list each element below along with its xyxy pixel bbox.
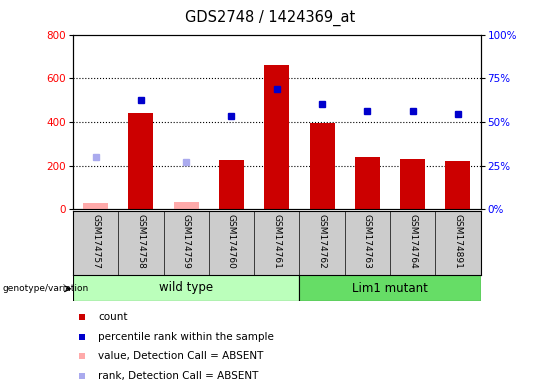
Text: rank, Detection Call = ABSENT: rank, Detection Call = ABSENT — [98, 371, 259, 381]
Bar — [129, 113, 153, 209]
Bar — [446, 161, 470, 209]
Text: Lim1 mutant: Lim1 mutant — [352, 281, 428, 295]
Text: value, Detection Call = ABSENT: value, Detection Call = ABSENT — [98, 351, 264, 361]
Text: GDS2748 / 1424369_at: GDS2748 / 1424369_at — [185, 10, 355, 26]
Text: GSM174760: GSM174760 — [227, 214, 236, 269]
Text: GSM174764: GSM174764 — [408, 214, 417, 269]
Text: percentile rank within the sample: percentile rank within the sample — [98, 332, 274, 342]
Text: wild type: wild type — [159, 281, 213, 295]
Bar — [355, 157, 380, 209]
Text: GSM174758: GSM174758 — [137, 214, 145, 269]
Text: GSM174761: GSM174761 — [272, 214, 281, 269]
Text: GSM174757: GSM174757 — [91, 214, 100, 269]
Text: genotype/variation: genotype/variation — [3, 284, 89, 293]
Text: GSM174763: GSM174763 — [363, 214, 372, 269]
Bar — [299, 275, 481, 301]
Bar — [83, 203, 108, 209]
Bar — [73, 275, 299, 301]
Bar — [219, 160, 244, 209]
Text: GSM174891: GSM174891 — [454, 214, 462, 269]
Text: GSM174762: GSM174762 — [318, 214, 327, 269]
Text: count: count — [98, 312, 128, 322]
Bar — [309, 122, 334, 209]
Bar — [264, 65, 289, 209]
Bar — [174, 202, 199, 209]
Text: GSM174759: GSM174759 — [181, 214, 191, 269]
Bar — [400, 159, 425, 209]
